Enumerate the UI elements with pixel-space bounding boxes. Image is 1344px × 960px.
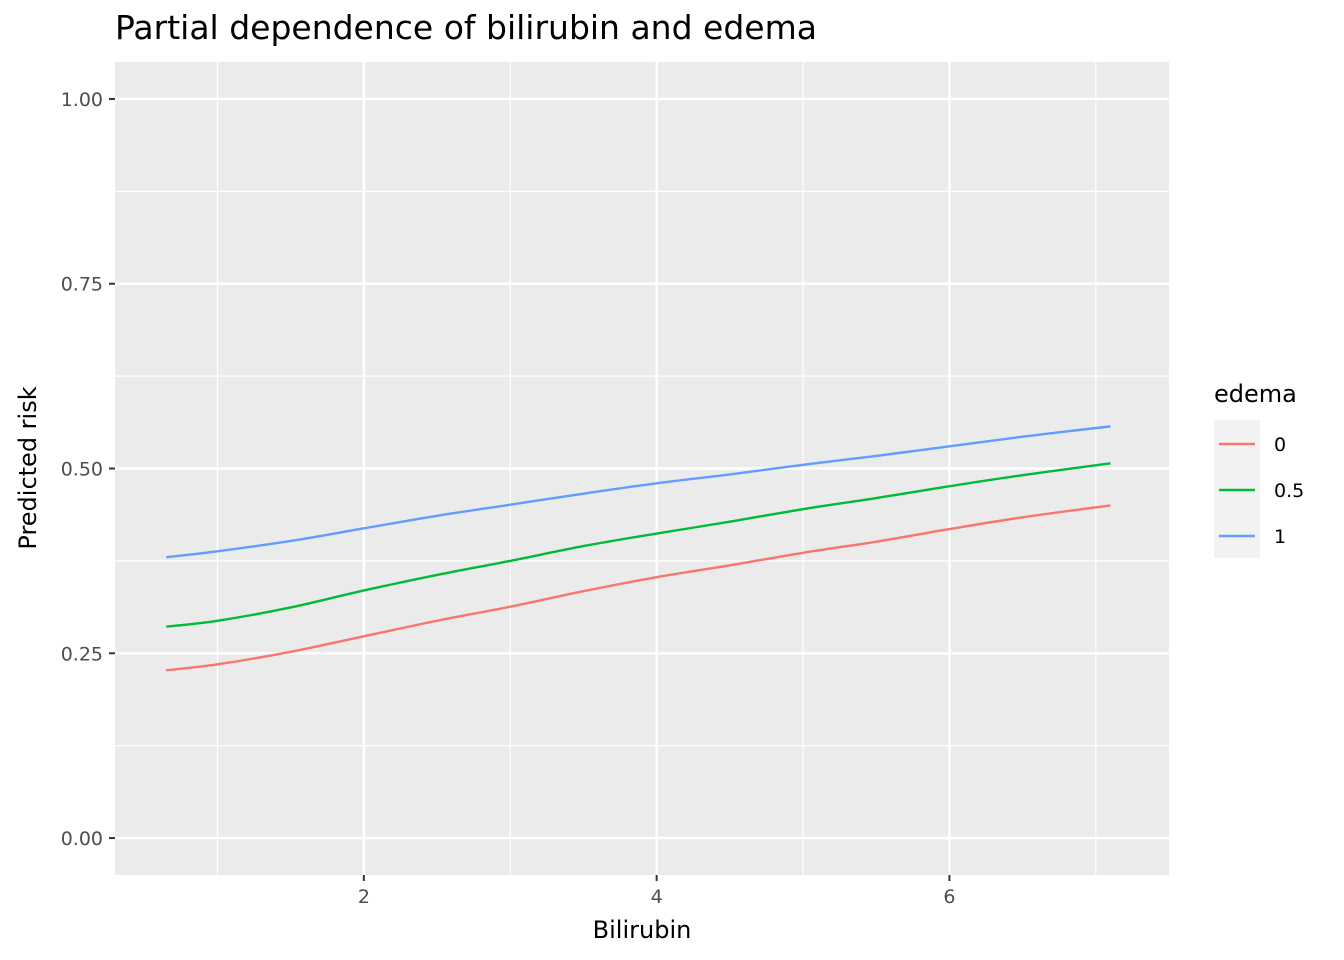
series-line-0.5 — [166, 462, 1111, 628]
y-tick-label-4: 1.00 — [61, 89, 103, 111]
legend-label-0.5: 0.5 — [1274, 480, 1304, 502]
x-axis-title: Bilirubin — [593, 916, 692, 944]
y-tick-label-2: 0.50 — [61, 459, 103, 481]
x-tick-label-1: 4 — [651, 886, 663, 908]
chart-title: Partial dependence of bilirubin and edem… — [115, 8, 817, 47]
series-lines — [166, 425, 1111, 672]
y-axis: 0.00 0.25 0.50 0.75 1.00 — [61, 89, 115, 850]
legend: edema 0 0.5 1 — [1214, 380, 1304, 558]
legend-title: edema — [1214, 380, 1297, 408]
y-tick-label-1: 0.25 — [61, 643, 103, 665]
y-tick-label-3: 0.75 — [61, 274, 103, 296]
major-gridlines — [115, 62, 1169, 875]
y-axis-title: Predicted risk — [14, 386, 42, 549]
series-line-0 — [166, 504, 1111, 672]
legend-label-0: 0 — [1274, 434, 1286, 456]
x-tick-label-2: 6 — [943, 886, 955, 908]
x-axis: 2 4 6 — [358, 875, 955, 908]
x-tick-label-0: 2 — [358, 886, 370, 908]
y-tick-label-0: 0.00 — [61, 828, 103, 850]
legend-label-1: 1 — [1274, 526, 1286, 548]
series-line-1 — [166, 425, 1111, 559]
